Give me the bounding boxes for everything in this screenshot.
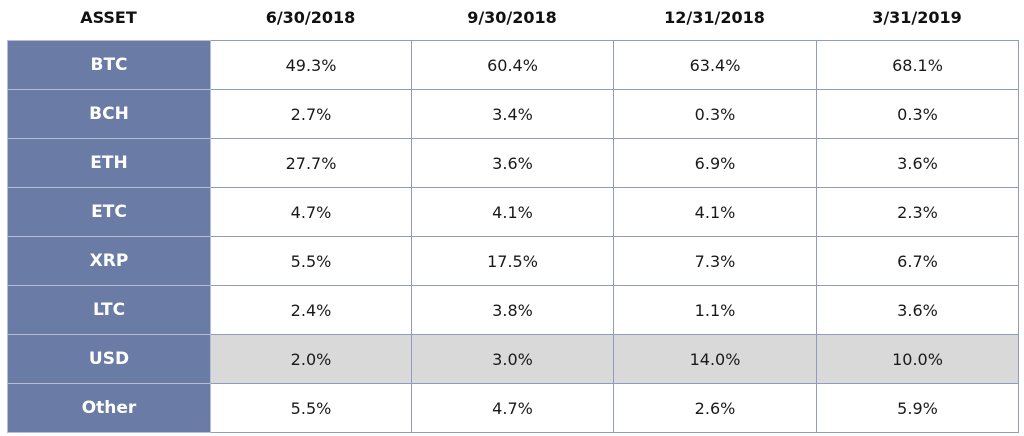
value-cell: 2.7% <box>210 89 412 139</box>
table-row: Other 5.5% 4.7% 2.6% 5.9% <box>7 383 1019 433</box>
value-cell: 5.9% <box>816 383 1019 433</box>
table-row: ETC 4.7% 4.1% 4.1% 2.3% <box>7 187 1019 237</box>
value-cell: 4.1% <box>411 187 614 237</box>
value-cell: 14.0% <box>613 334 817 384</box>
value-cell: 3.4% <box>411 89 614 139</box>
value-cell: 60.4% <box>411 40 614 90</box>
asset-cell: LTC <box>7 285 211 335</box>
asset-cell: BTC <box>7 40 211 90</box>
table-row: BCH 2.7% 3.4% 0.3% 0.3% <box>7 89 1019 139</box>
header-row: ASSET 6/30/2018 9/30/2018 12/31/2018 3/31/20… <box>7 0 1018 34</box>
asset-cell: USD <box>7 334 211 384</box>
table-row: BTC 49.3% 60.4% 63.4% 68.1% <box>7 40 1019 90</box>
value-cell: 49.3% <box>210 40 412 90</box>
table-row: ETH 27.7% 3.6% 6.9% 3.6% <box>7 138 1019 188</box>
value-cell: 2.3% <box>816 187 1019 237</box>
table-row: LTC 2.4% 3.8% 1.1% 3.6% <box>7 285 1019 335</box>
value-cell: 6.7% <box>816 236 1019 286</box>
column-header: 12/31/2018 <box>664 7 765 27</box>
asset-cell: XRP <box>7 236 211 286</box>
column-header: ASSET <box>80 7 137 27</box>
value-cell: 17.5% <box>411 236 614 286</box>
column-header: 6/30/2018 <box>265 7 356 27</box>
table-row: USD 2.0% 3.0% 14.0% 10.0% <box>7 334 1019 384</box>
value-cell: 7.3% <box>613 236 817 286</box>
asset-cell: BCH <box>7 89 211 139</box>
value-cell: 2.4% <box>210 285 412 335</box>
value-cell: 3.6% <box>816 138 1019 188</box>
value-cell: 10.0% <box>816 334 1019 384</box>
column-header: 3/31/2019 <box>872 7 962 27</box>
value-cell: 4.1% <box>613 187 817 237</box>
value-cell: 2.0% <box>210 334 412 384</box>
value-cell: 0.3% <box>816 89 1019 139</box>
value-cell: 4.7% <box>411 383 614 433</box>
value-cell: 5.5% <box>210 383 412 433</box>
value-cell: 3.6% <box>411 138 614 188</box>
value-cell: 6.9% <box>613 138 817 188</box>
value-cell: 3.8% <box>411 285 614 335</box>
table-row: XRP 5.5% 17.5% 7.3% 6.7% <box>7 236 1019 286</box>
value-cell: 5.5% <box>210 236 412 286</box>
column-header: 9/30/2018 <box>467 7 557 27</box>
asset-cell: ETH <box>7 138 211 188</box>
allocation-table: BTC 49.3% 60.4% 63.4% 68.1% BCH 2.7% 3.4% 0.3% 0.… <box>7 40 1019 433</box>
value-cell: 2.6% <box>613 383 817 433</box>
value-cell: 3.6% <box>816 285 1019 335</box>
value-cell: 1.1% <box>613 285 817 335</box>
asset-cell: Other <box>7 383 211 433</box>
value-cell: 3.0% <box>411 334 614 384</box>
asset-cell: ETC <box>7 187 211 237</box>
value-cell: 63.4% <box>613 40 817 90</box>
value-cell: 27.7% <box>210 138 412 188</box>
value-cell: 4.7% <box>210 187 412 237</box>
value-cell: 0.3% <box>613 89 817 139</box>
value-cell: 68.1% <box>816 40 1019 90</box>
